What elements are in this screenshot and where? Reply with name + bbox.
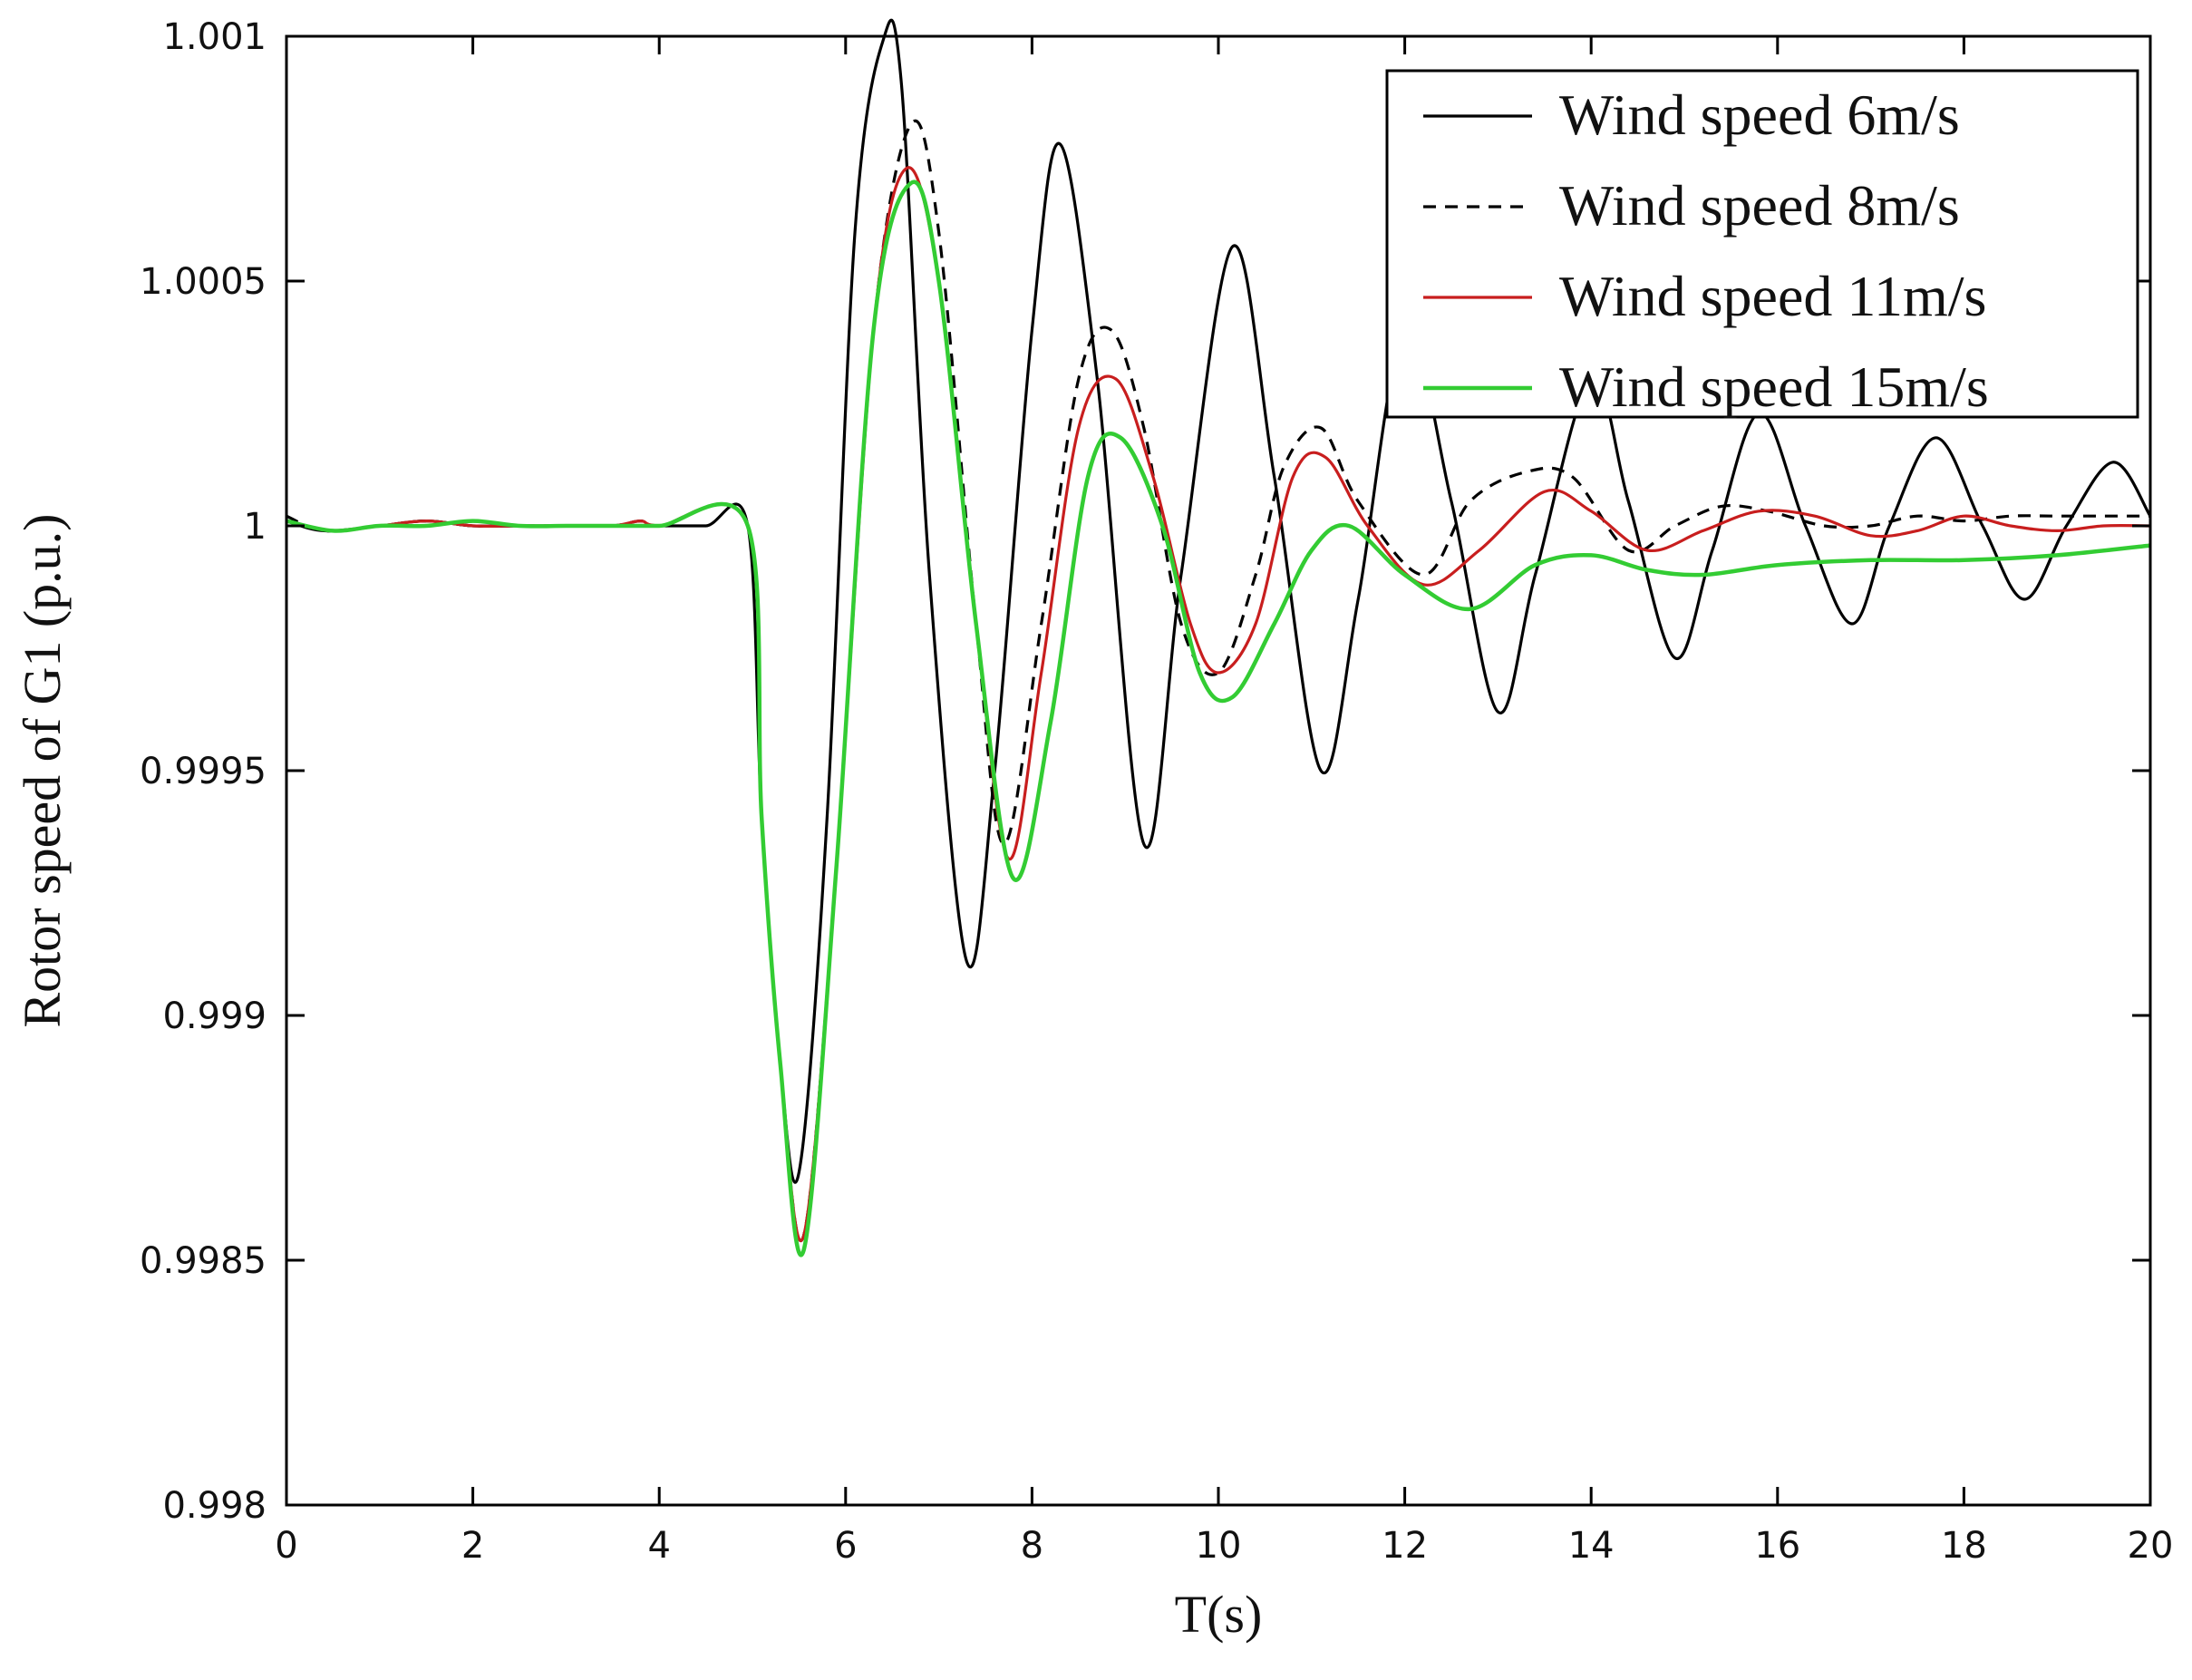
legend-label: Wind speed 8m/s: [1559, 173, 1960, 238]
y-tick-label: 1.001: [162, 16, 267, 58]
x-tick-label: 6: [834, 1525, 857, 1567]
x-tick-label: 10: [1196, 1525, 1242, 1567]
series-line-4: [286, 180, 2151, 1258]
x-tick-label: 14: [1568, 1525, 1615, 1567]
legend-box: [1385, 69, 2139, 419]
x-tick-label: 2: [461, 1525, 484, 1567]
x-tick-label: 18: [1941, 1525, 1987, 1567]
legend-label: Wind speed 6m/s: [1559, 83, 1960, 147]
y-axis-title: Rotor speed of G1 (p.u.): [13, 513, 72, 1027]
x-axis-title: T(s): [1175, 1585, 1263, 1644]
y-tick-label: 0.9985: [140, 1240, 267, 1282]
axis-ticks: [285, 34, 2152, 1507]
x-tick-label: 12: [1382, 1525, 1428, 1567]
legend-label: Wind speed 15m/s: [1559, 354, 1989, 419]
legend-label: Wind speed 11m/s: [1559, 264, 1986, 328]
series-line-2: [286, 119, 2150, 1243]
y-tick-label: 0.998: [162, 1485, 267, 1527]
x-tick-label: 0: [275, 1525, 297, 1567]
x-tick-label: 16: [1754, 1525, 1800, 1567]
y-tick-label: 1.0005: [140, 261, 267, 303]
x-tick-label: 4: [647, 1525, 670, 1567]
series-lines: [286, 18, 2152, 1258]
y-tick-label: 0.999: [162, 995, 267, 1037]
legend: Wind speed 6m/s Wind speed 8m/s Wind speed…: [1385, 69, 2139, 419]
x-tick-label: 20: [2128, 1525, 2174, 1567]
x-tick-label: 8: [1021, 1525, 1043, 1567]
y-tick-label: 0.9995: [140, 751, 267, 792]
tick-labels: 0 2 4 6 8 10 12 14 16 18 20 0.998 0.9985 0.999 0.9995 1…: [140, 16, 2173, 1567]
y-tick-label: 1: [244, 506, 267, 548]
